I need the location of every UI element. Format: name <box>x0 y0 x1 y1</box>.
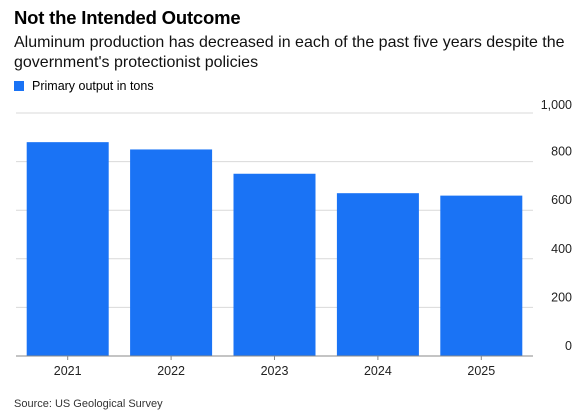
y-tick-label: 800 <box>551 145 572 159</box>
y-tick-label: 600 <box>551 193 572 207</box>
bar <box>336 193 419 356</box>
x-tick-label: 2025 <box>467 364 495 378</box>
x-tick-label: 2024 <box>364 364 392 378</box>
bar-chart: 0 200 400 600 800 1,000 2021 2022 2023 2024 2025 <box>16 98 572 378</box>
legend: Primary output in tons <box>14 79 154 93</box>
y-tick-label: 200 <box>551 290 572 304</box>
bar <box>440 195 523 356</box>
legend-swatch <box>14 81 24 91</box>
x-tick-label: 2021 <box>54 364 82 378</box>
legend-label: Primary output in tons <box>32 79 154 93</box>
chart-subtitle: Aluminum production has decreased in eac… <box>14 34 565 71</box>
y-tick-label: 0 <box>565 339 572 353</box>
x-tick-label: 2022 <box>157 364 185 378</box>
y-tick-label: 400 <box>551 242 572 256</box>
bar <box>130 149 213 356</box>
bar <box>26 142 109 356</box>
bar <box>233 173 316 356</box>
chart-title: Not the Intended Outcome <box>14 7 241 28</box>
y-tick-label: 1,000 <box>541 98 572 112</box>
x-tick-label: 2023 <box>261 364 289 378</box>
source-note: Source: US Geological Survey <box>14 398 163 410</box>
